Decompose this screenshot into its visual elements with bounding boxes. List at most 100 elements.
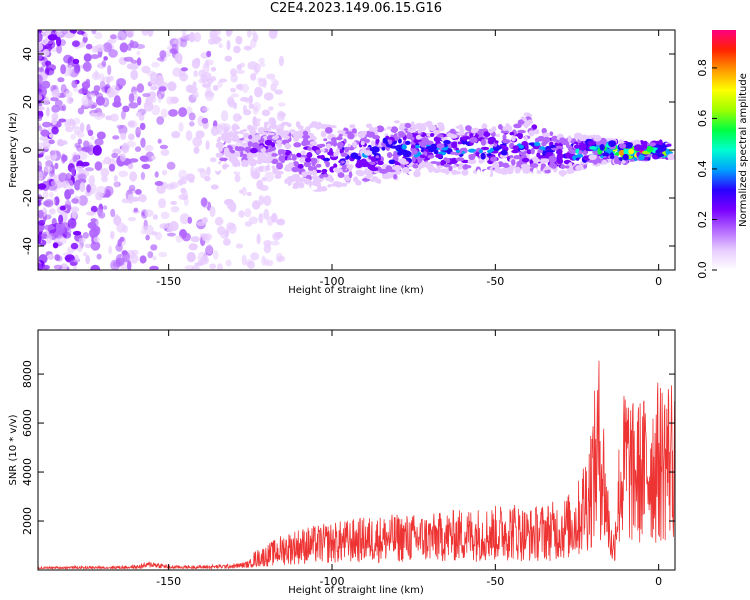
colorbar-tick-label: 0.4 [696,160,709,178]
heatmap-signal-cell [433,136,442,143]
heatmap-noise-cell [47,34,58,41]
heatmap-noise-cell [136,57,142,66]
heatmap-signal-cell [356,180,362,186]
heatmap-signal-cell [292,185,299,189]
heatmap-signal-cell [480,139,487,146]
heatmap-noise-cell [154,181,164,186]
heatmap-noise-cell [72,154,78,163]
x-tick-label: -150 [156,275,181,288]
heatmap-noise-cell [209,206,216,218]
heatmap-noise-cell [274,80,279,87]
heatmap-signal-cell [446,133,451,137]
x-tick-label: -50 [486,575,504,588]
heatmap-signal-cell [308,165,314,172]
heatmap-signal-cell [549,160,555,166]
heatmap-signal-cell [296,152,302,158]
heatmap-noise-cell [144,209,154,217]
heatmap-noise-cell [112,135,120,140]
heatmap-signal-cell [564,165,570,169]
heatmap-noise-cell [94,138,104,146]
heatmap-noise-cell [206,77,214,85]
heatmap-signal-cell [513,155,521,160]
heatmap-signal-cell [537,149,544,154]
heatmap-noise-cell [88,175,95,186]
heatmap-signal-cell [333,163,338,168]
heatmap-signal-cell [307,147,312,151]
heatmap-signal-cell [289,129,296,133]
heatmap-signal-cell [325,143,332,149]
heatmap-noise-cell [258,213,264,224]
heatmap-signal-cell [502,168,511,174]
heatmap-signal-cell [215,152,224,158]
heatmap-signal-cell [494,146,503,150]
y-tick-label: 0 [21,147,34,154]
heatmap-noise-cell [44,214,52,220]
heatmap-noise-cell [50,97,59,102]
heatmap-signal-cell [614,152,620,157]
heatmap-signal-cell [386,152,393,158]
heatmap-signal-cell [288,162,294,168]
heatmap-signal-cell [502,139,511,144]
heatmap-noise-cell [210,66,217,72]
heatmap-signal-cell [461,136,468,142]
heatmap-noise-cell [152,256,157,261]
heatmap-noise-cell [128,102,139,109]
heatmap-noise-cell [38,233,42,244]
heatmap-noise-cell [142,93,151,98]
heatmap-noise-cell [256,77,264,83]
heatmap-signal-cell [427,154,435,159]
heatmap-signal-cell [393,174,398,180]
heatmap-signal-cell [442,168,447,173]
heatmap-noise-cell [71,167,76,177]
heatmap-noise-cell [90,225,101,232]
heatmap-signal-cell [522,117,527,121]
heatmap-signal-cell [573,144,581,149]
heatmap-signal-cell [260,158,266,163]
heatmap-signal-cell [360,141,365,146]
heatmap-signal-cell [469,133,474,138]
heatmap-noise-cell [210,157,217,163]
line-y-axis-label: SNR (10 * v/v) [8,414,19,485]
heatmap-signal-cell [509,131,515,136]
heatmap-noise-cell [71,198,79,204]
heatmap-noise-cell [169,221,179,232]
heatmap-signal-cell [500,149,508,156]
heatmap-noise-cell [45,30,52,34]
heatmap-signal-cell [302,130,309,136]
heatmap-noise-cell [106,76,111,85]
heatmap-noise-cell [38,43,44,51]
heatmap-signal-cell [622,153,629,161]
heatmap-signal-cell [654,144,661,148]
heatmap-signal-cell [545,152,554,156]
heatmap-signal-cell [521,141,528,147]
line-x-axis-label: Height of straight line (km) [288,585,424,596]
heatmap-noise-cell [179,213,190,225]
heatmap-noise-cell [38,125,43,132]
heatmap-noise-cell [263,208,270,220]
heatmap-noise-cell [85,43,93,50]
heatmap-noise-cell [141,30,149,36]
heatmap-noise-cell [236,69,246,74]
heatmap-noise-cell [53,264,63,270]
chart-title: C2E4.2023.149.06.15.G16 [269,1,443,16]
heatmap-noise-cell [263,244,272,254]
heatmap-signal-cell [587,140,597,146]
heatmap-noise-cell [103,205,108,210]
heatmap-noise-cell [244,221,253,227]
heatmap-signal-cell [525,122,530,127]
heatmap-signal-cell [613,158,620,165]
heatmap-noise-cell [93,236,100,243]
heatmap-noise-cell [42,121,52,128]
heatmap-noise-cell [83,53,92,62]
heatmap-signal-cell [517,129,526,134]
heatmap-noise-cell [277,102,286,107]
heatmap-noise-cell [38,31,41,41]
heatmap-noise-cell [108,49,118,58]
heatmap-signal-cell [306,152,313,158]
heatmap-signal-cell [217,136,222,141]
heatmap-noise-cell [38,219,46,226]
heatmap-noise-cell [139,122,146,131]
heatmap-signal-cell [324,126,333,134]
heatmap-noise-cell [189,31,195,43]
heatmap-signal-cell [542,136,551,143]
